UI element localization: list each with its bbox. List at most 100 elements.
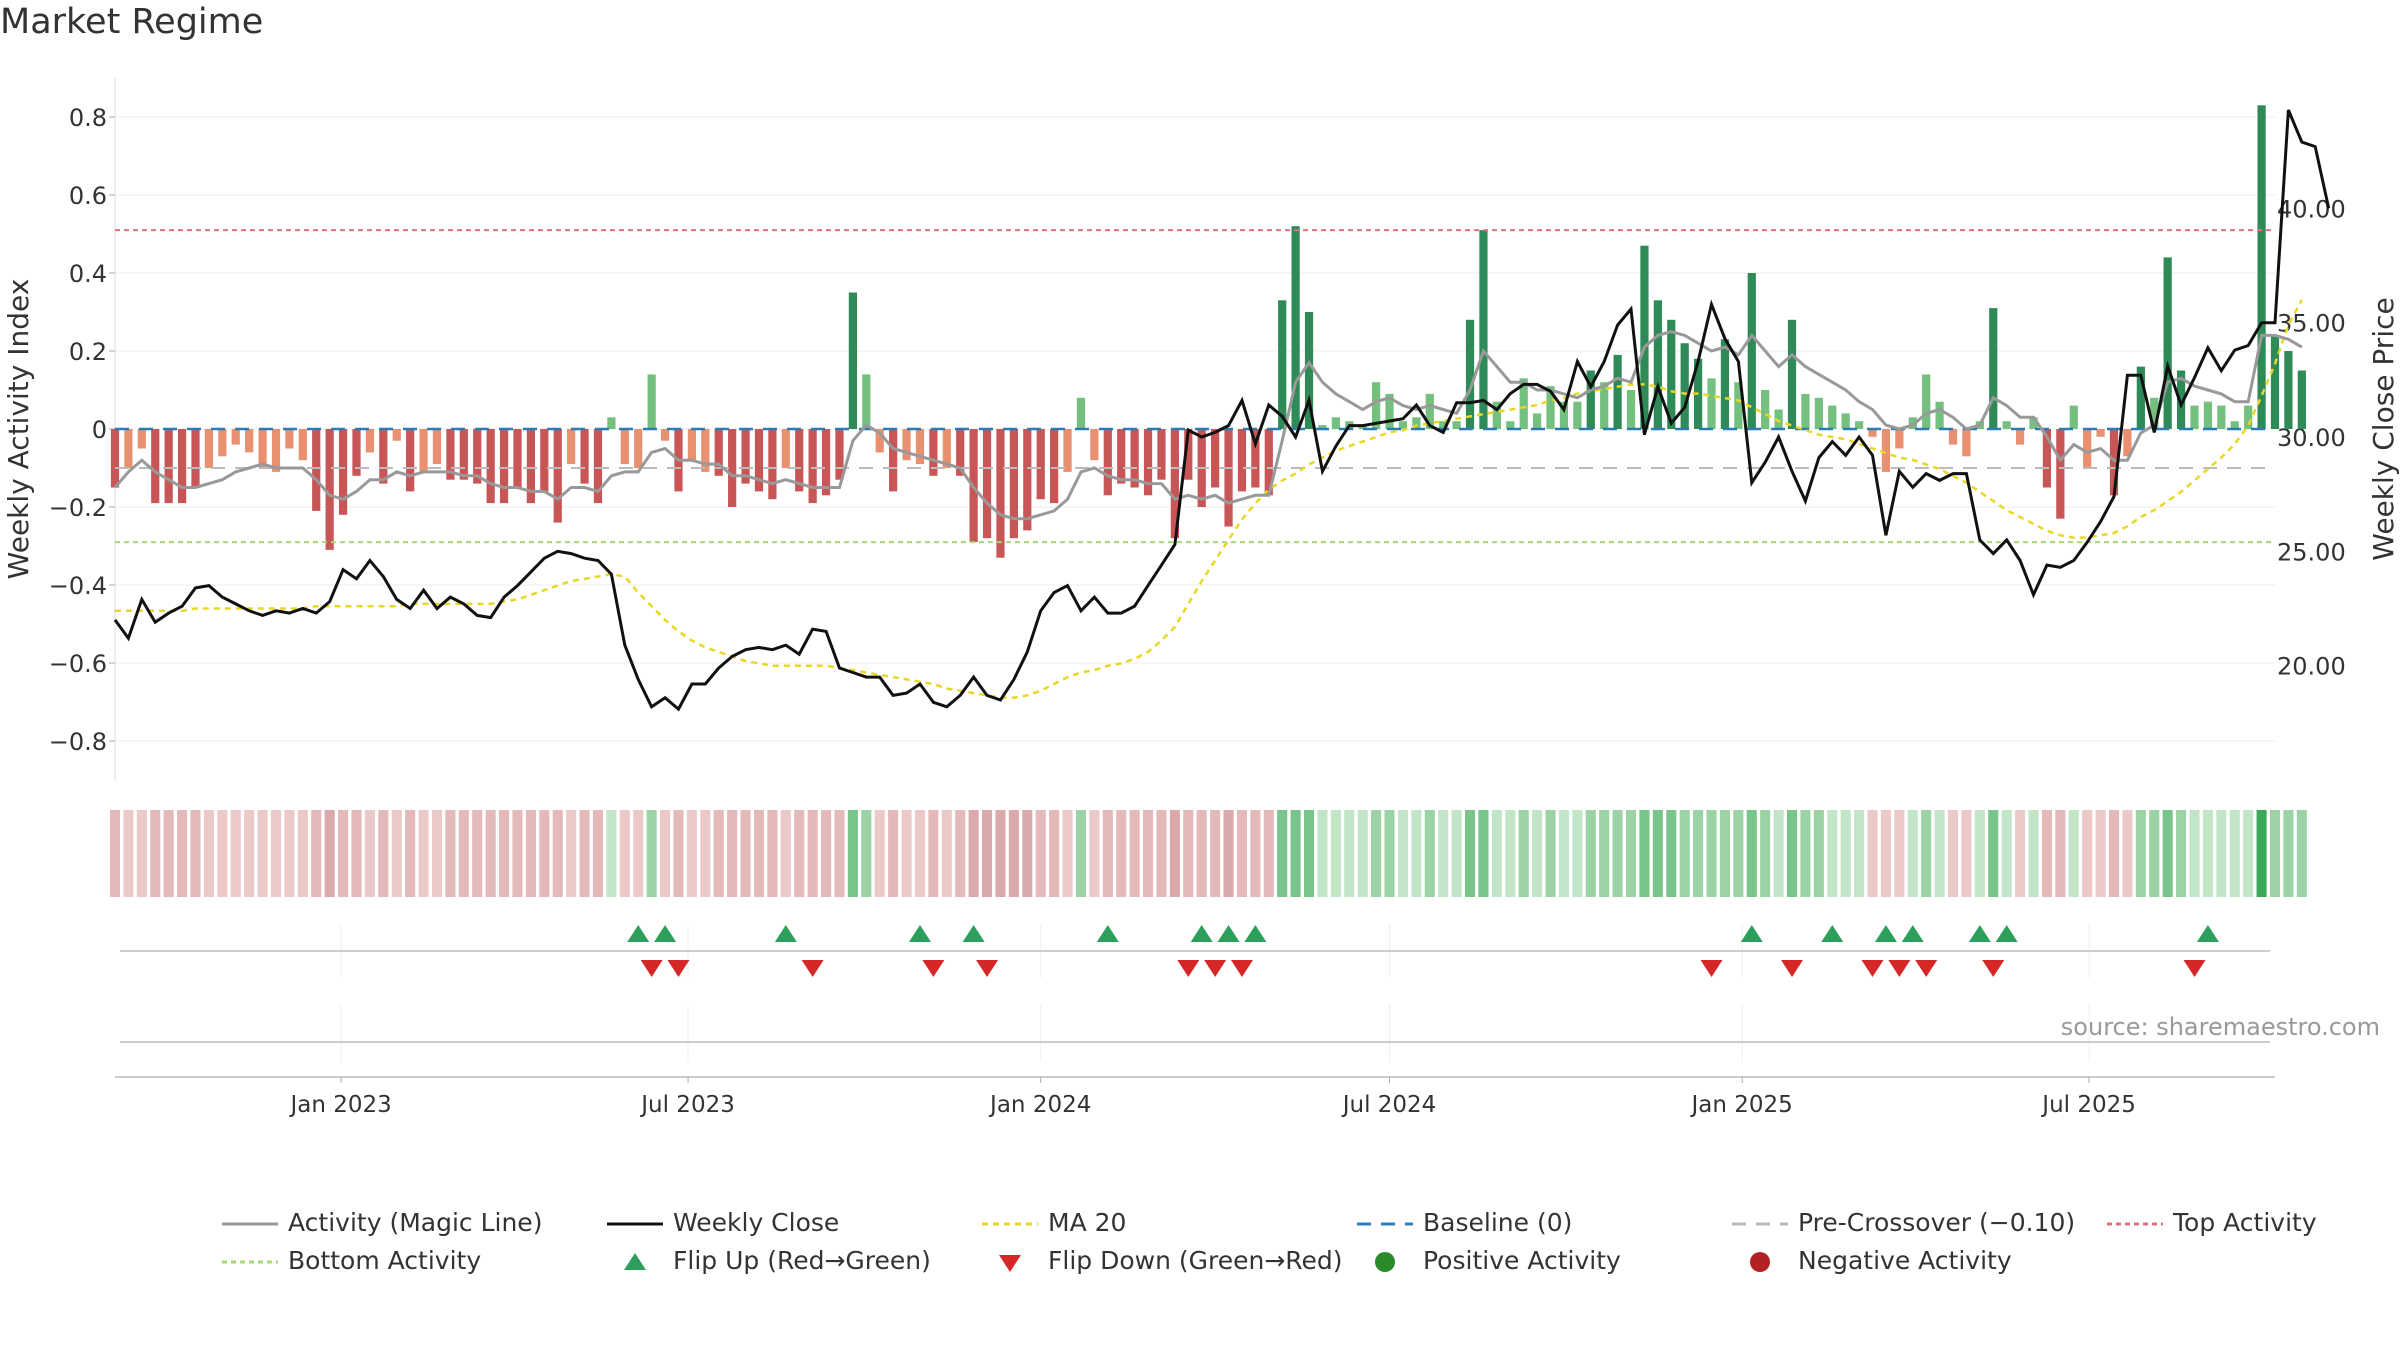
regime-strip-cell xyxy=(257,810,268,897)
regime-strip-cell xyxy=(619,810,630,897)
activity-bar xyxy=(848,292,857,429)
y2-axis-title: Weekly Close Price xyxy=(2367,297,2400,560)
regime-strip-cell xyxy=(1800,810,1811,897)
regime-strip-cell xyxy=(230,810,241,897)
activity-bar xyxy=(2176,370,2186,429)
regime-strip-cell xyxy=(1008,810,1019,897)
x-tick-label: Jan 2024 xyxy=(988,1092,1091,1118)
activity-bar xyxy=(889,429,898,492)
activity-bar xyxy=(1559,401,1569,429)
regime-strip-cell xyxy=(525,810,536,897)
regime-strip-cell xyxy=(995,810,1006,897)
regime-strip-cell xyxy=(539,810,550,897)
regime-strip-cell xyxy=(2041,810,2052,897)
ma20-line xyxy=(115,299,2303,699)
activity-bar xyxy=(2257,105,2266,430)
legend-label: Top Activity xyxy=(2173,1208,2317,1237)
regime-strip-cell xyxy=(982,810,993,897)
activity-bar xyxy=(1224,429,1233,527)
activity-bar xyxy=(325,429,334,550)
regime-strip-cell xyxy=(928,810,939,897)
regime-strip-cell xyxy=(2256,810,2267,897)
flip-up-marker xyxy=(2196,925,2219,942)
regime-strip-cell xyxy=(1263,810,1274,897)
regime-strip-cell xyxy=(338,810,349,897)
regime-strip-cell xyxy=(821,810,832,897)
activity-bar xyxy=(1948,429,1958,445)
regime-strip-cell xyxy=(753,810,765,897)
regime-strip-cell xyxy=(2135,810,2146,897)
activity-bar xyxy=(982,429,992,539)
activity-bar xyxy=(2244,405,2253,429)
activity-bar xyxy=(1506,421,1515,429)
regime-strip-cell xyxy=(1733,810,1744,897)
regime-strip-cell xyxy=(163,810,174,897)
activity-bar xyxy=(1626,390,1636,429)
regime-strip-cell xyxy=(1612,810,1623,897)
activity-bar xyxy=(808,429,817,504)
activity-bar xyxy=(1063,429,1072,472)
legend-label: Baseline (0) xyxy=(1423,1208,1573,1237)
regime-strip-cell xyxy=(485,810,496,897)
legend-dot-icon xyxy=(1750,1252,1770,1272)
activity-bar xyxy=(406,429,415,492)
regime-strip-cell xyxy=(713,810,724,897)
x-tick-label: Jul 2023 xyxy=(639,1092,735,1118)
flip-up-marker xyxy=(962,925,985,942)
activity-bar xyxy=(1425,393,1434,429)
legend-swatch xyxy=(1732,1222,1788,1226)
regime-strip-cell xyxy=(1049,810,1060,897)
activity-bar xyxy=(1331,417,1340,429)
activity-bar xyxy=(446,429,455,480)
flip-down-marker xyxy=(1700,960,1723,977)
regime-strip-cell xyxy=(1169,810,1180,897)
legend-label: Pre-Crossover (−0.10) xyxy=(1798,1208,2076,1237)
activity-bar xyxy=(567,429,576,465)
legend-swatch xyxy=(624,1253,646,1270)
activity-bar xyxy=(1600,382,1609,429)
activity-bar xyxy=(2015,429,2025,445)
activity-bar xyxy=(2069,405,2078,429)
activity-bar xyxy=(352,429,361,476)
activity-bar xyxy=(1586,370,1595,429)
regime-strip-cell xyxy=(1035,810,1046,897)
activity-bar xyxy=(835,429,844,480)
flip-up-marker xyxy=(1244,925,1267,942)
activity-bar xyxy=(607,417,616,429)
regime-strip-cell xyxy=(1505,810,1516,897)
regime-strip-cell xyxy=(1585,810,1596,897)
activity-bar xyxy=(1962,429,1971,457)
y-tick-label: −0.8 xyxy=(49,728,107,756)
activity-bar xyxy=(2136,366,2145,429)
regime-strip-cell xyxy=(1947,810,1959,897)
regime-strip-cell xyxy=(391,810,402,897)
regime-strip-cell xyxy=(1236,810,1247,897)
regime-strip-cell xyxy=(270,810,282,897)
activity-bar xyxy=(1023,429,1032,531)
regime-strip-cell xyxy=(1290,810,1301,897)
regime-strip-cell xyxy=(1424,810,1435,897)
y-tick-label: 0 xyxy=(92,416,107,444)
activity-bar xyxy=(2083,429,2092,468)
activity-bar xyxy=(1787,319,1797,429)
legend-swatch xyxy=(222,1260,278,1264)
regime-strip-cell xyxy=(109,810,121,897)
activity-bar xyxy=(1667,319,1676,429)
activity-bar xyxy=(1251,429,1260,488)
regime-strip-cell xyxy=(1679,810,1690,897)
activity-bar xyxy=(1868,429,1877,437)
activity-bar xyxy=(499,429,509,504)
regime-strip-cell xyxy=(1022,810,1033,897)
activity-bar xyxy=(1184,429,1193,480)
regime-strip-cell xyxy=(1116,810,1127,897)
regime-strip-cell xyxy=(405,810,416,897)
activity-bar xyxy=(1412,417,1421,429)
regime-strip-cell xyxy=(2296,810,2307,897)
activity-bar xyxy=(1385,393,1394,429)
regime-strip-cell xyxy=(177,810,188,897)
activity-bar xyxy=(2297,370,2306,429)
regime-strip-cell xyxy=(1907,810,1918,897)
regime-strip-cell xyxy=(1988,810,1999,897)
regime-strip-cell xyxy=(1572,810,1583,897)
activity-bar xyxy=(1291,226,1300,429)
